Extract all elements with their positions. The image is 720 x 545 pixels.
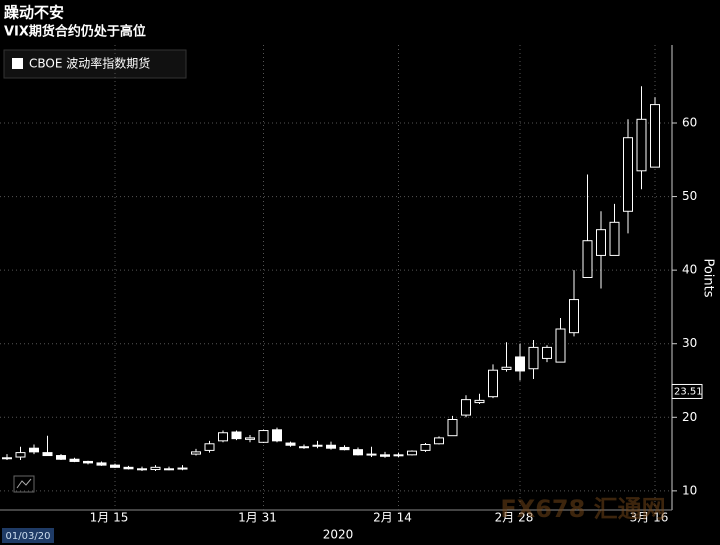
candle-body [569,299,579,334]
candle-body [447,419,458,437]
candle-body [164,468,174,471]
candle-body [96,462,107,466]
last-value-label: 23.51 [674,386,703,397]
candle-body [542,346,552,359]
candle-body [380,454,390,457]
candle-body [434,437,444,445]
chart-subtitle: VIX期货合约仍处于高位 [4,24,146,40]
chart-icon-line [16,478,32,489]
candle-body [15,452,26,458]
candle-body [339,446,350,451]
candle-body [150,466,161,471]
candle-body [83,460,93,464]
candle-body [312,444,323,447]
candle-body [366,453,377,456]
candle-body [353,449,363,456]
candle-body [258,430,269,443]
candle-body [204,443,215,451]
candle-body [596,229,606,256]
legend-box [3,49,187,79]
candle-body [272,429,282,442]
candle-body [393,454,404,457]
start-date-box [2,528,54,543]
x-tick-label: 2月 28 [495,511,534,525]
x-tick-label: 2月 14 [373,511,412,525]
candle-body [488,369,498,398]
y-tick-label: 50 [682,189,697,203]
candle-body [245,437,255,440]
x-tick-label: 3月 16 [630,511,669,525]
candle-body [609,221,620,256]
candle-body [56,455,66,460]
x-tick-label: 1月 31 [238,511,277,525]
candle-body [582,240,593,278]
chart-title: 躁动不安 [4,4,64,22]
candle-body [326,444,336,449]
candle-body [501,366,512,370]
candle-body [420,444,431,451]
watermark: FX678 汇通网 [500,495,665,523]
candle-body [177,467,188,470]
candle-body [299,446,309,449]
start-date-label: 01/03/20 [6,531,51,542]
x-year-label: 2020 [323,528,354,542]
y-tick-label: 20 [682,410,697,424]
candle-body [137,468,147,471]
legend-label: CBOE 波动率指数期货 [29,56,150,71]
candle-body [650,104,660,168]
candle-body [29,447,39,453]
last-value-box [671,383,703,399]
x-tick-label: 1月 15 [90,511,129,525]
candle-body [461,399,471,416]
candle-body [636,118,647,172]
candle-body [285,442,296,446]
candle-body [191,451,201,455]
candle-body [69,458,80,462]
y-tick-label: 10 [682,483,697,497]
candle-body [407,450,417,456]
y-axis-title: Points [701,258,716,297]
candle-body [528,346,539,370]
candle-body [515,356,525,372]
candle-body [474,399,485,404]
candle-body [2,457,12,460]
y-tick-label: 60 [682,115,697,129]
candle-body [623,137,633,212]
candle-body [555,328,566,363]
candle-body [218,432,228,442]
y-tick-label: 30 [682,336,697,350]
candle-body [123,466,134,470]
y-tick-label: 40 [682,263,697,277]
candle-body [42,452,53,457]
chart-icon[interactable] [13,475,35,493]
legend-swatch [12,58,23,69]
candle-body [231,431,242,440]
candle-body [110,464,120,468]
